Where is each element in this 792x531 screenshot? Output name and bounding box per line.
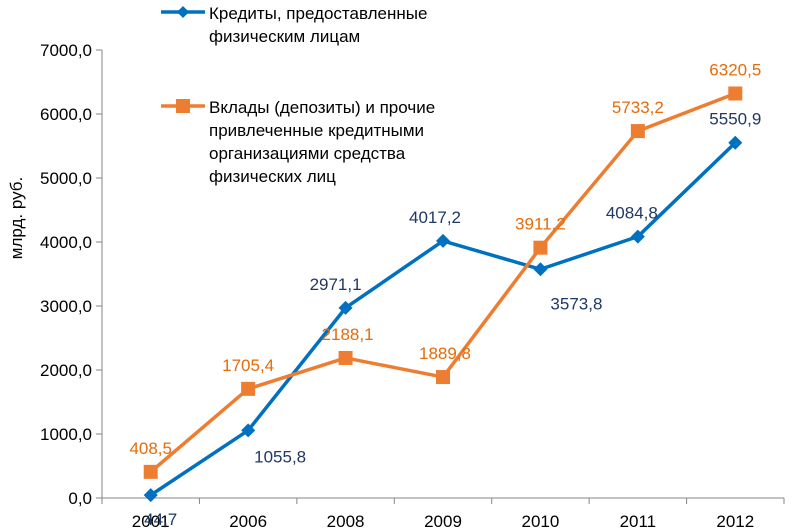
data-point [143, 488, 158, 503]
legend-label-line: привлеченные кредитными [209, 121, 424, 140]
y-tick-label: 4000,0 [40, 233, 92, 252]
data-label: 1705,4 [222, 356, 274, 375]
y-tick-label: 1000,0 [40, 425, 92, 444]
data-point [728, 86, 743, 101]
data-label: 1889,8 [419, 344, 471, 363]
axes [101, 50, 784, 499]
data-label: 408,5 [129, 439, 172, 458]
data-point [533, 262, 548, 277]
legend-marker [177, 6, 189, 18]
data-point [436, 370, 450, 385]
legend-item-1: Кредиты, предоставленные физическим лицам [161, 4, 427, 46]
x-ticks: 2001 2006 2008 2009 2010 2011 2012 [101, 498, 785, 531]
data-label: 3911,2 [515, 215, 566, 234]
data-point [241, 423, 256, 438]
y-axis-title: млрд. руб. [7, 177, 26, 259]
legend-label-line: Кредиты, предоставленные [209, 4, 427, 23]
data-label: 4084,8 [606, 204, 658, 223]
y-ticks: 0,0 1000,0 2000,0 3000,0 4000,0 5000,0 6000,0 7… [40, 41, 102, 508]
x-tick-label: 2010 [522, 512, 560, 531]
x-tick-label: 2008 [327, 512, 365, 531]
legend-label-line: Вклады (депозиты) и прочие [209, 98, 435, 117]
data-label: 6320,5 [709, 60, 761, 79]
data-point [630, 124, 645, 139]
data-label: 3573,8 [550, 294, 602, 313]
legend-label-line: физическим лицам [209, 27, 360, 46]
series-line [149, 141, 737, 497]
y-tick-label: 5000,0 [40, 169, 92, 188]
series-2: 408,5 1705,4 2188,1 1889,8 3911,2 5733,2 6320,… [129, 60, 761, 479]
data-point [338, 350, 353, 365]
series-layer: 44,7 1055,8 2971,1 4017,2 3573,8 4084,8 5550,9… [129, 60, 761, 529]
data-point [436, 233, 450, 248]
y-tick-label: 2000,0 [40, 361, 92, 380]
x-tick-label: 2006 [229, 512, 267, 531]
y-tick-label: 0,0 [68, 489, 92, 508]
data-label: 5733,2 [612, 98, 664, 117]
data-point [338, 300, 353, 315]
legend-marker [176, 99, 190, 113]
data-label: 4017,2 [409, 208, 461, 227]
data-label: 2188,1 [322, 325, 374, 344]
x-tick-label: 2011 [620, 512, 657, 531]
legend-label-line: организациями средства [209, 144, 406, 163]
data-label: 1055,8 [254, 447, 306, 466]
data-point [533, 240, 548, 255]
legend: Кредиты, предоставленные физическим лицам… [161, 4, 435, 186]
data-point [143, 464, 158, 479]
x-tick-label: 2009 [424, 512, 462, 531]
x-tick-label: 2012 [716, 512, 754, 531]
data-point [728, 135, 743, 150]
y-tick-label: 6000,0 [40, 105, 92, 124]
data-label: 2971,1 [310, 275, 362, 294]
legend-item-2: Вклады (депозиты) и прочие привлеченные к… [161, 98, 435, 186]
x-tick-label: 2001 [132, 512, 170, 531]
data-label: 44,7 [144, 510, 177, 529]
data-point [630, 229, 645, 244]
legend-label-line: физических лиц [209, 167, 336, 186]
data-point [241, 381, 256, 396]
series-1: 44,7 1055,8 2971,1 4017,2 3573,8 4084,8 5550,9 [143, 110, 761, 529]
y-tick-label: 7000,0 [40, 41, 92, 60]
y-tick-label: 3000,0 [40, 297, 92, 316]
data-label: 5550,9 [709, 110, 761, 129]
